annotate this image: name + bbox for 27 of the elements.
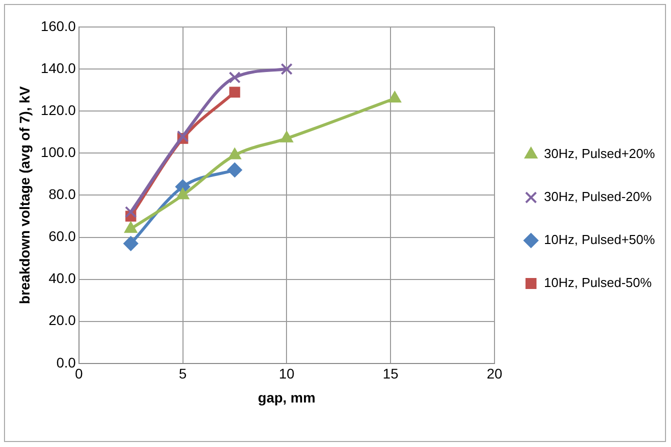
x-tick-label: 10 [278,366,295,382]
y-tick-label: 20.0 [48,312,76,328]
x-tick-label: 20 [486,366,502,382]
y-tick-label: 100.0 [40,144,76,160]
y-tick-label: 60.0 [48,228,76,244]
point [227,162,242,178]
point [229,86,240,98]
legend-label: 10Hz, Pulsed+50% [544,232,656,248]
point [228,72,241,84]
x-axis-title: gap, mm [258,389,316,406]
x-tick-label: 15 [382,366,399,382]
y-tick-label: 140.0 [40,60,76,76]
legend-label: 10Hz, Pulsed-50% [544,275,652,290]
legend-label: 30Hz, Pulsed-20% [544,189,652,204]
point [124,206,137,218]
y-tick-label: 80.0 [48,186,76,202]
legend-label: 30Hz, Pulsed+20% [544,146,656,162]
x-tick-label: 0 [74,366,83,382]
y-tick-label: 160.0 [40,18,76,34]
x-tick-label: 5 [178,366,187,382]
y-tick-label: 120.0 [40,102,76,118]
y-axis-title: breakdown voltage (avg of 7), kV [16,86,32,304]
point [280,63,293,75]
point [123,236,138,252]
point [176,130,189,142]
y-tick-label: 0.0 [56,354,76,370]
y-tick-label: 40.0 [48,270,76,286]
